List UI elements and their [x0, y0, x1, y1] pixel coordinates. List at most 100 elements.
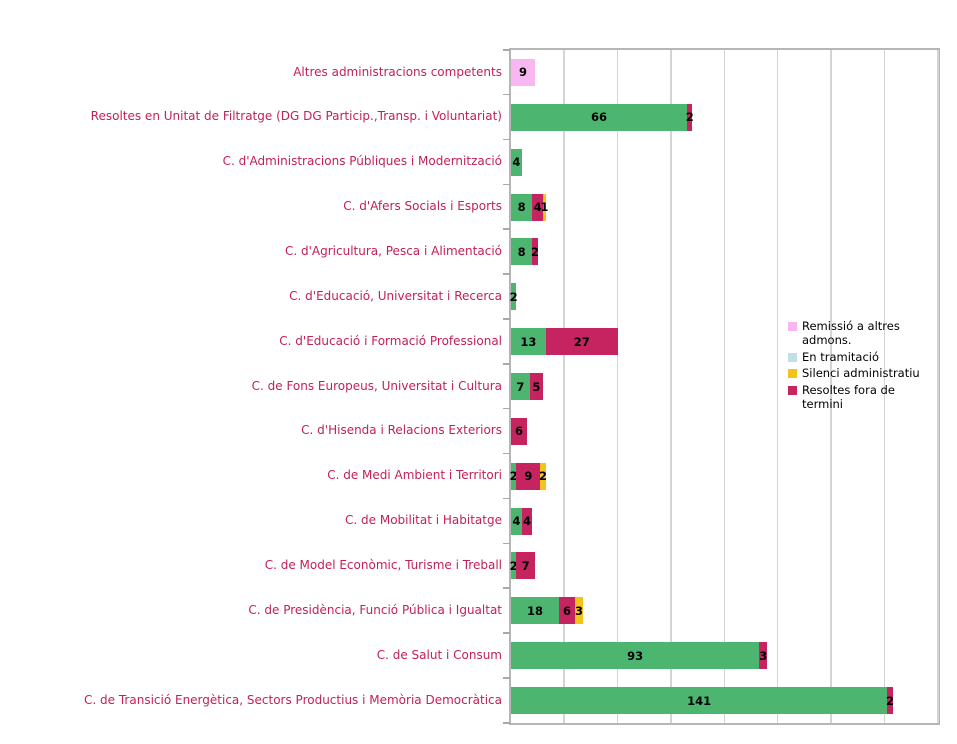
value-label: 3	[759, 648, 768, 663]
gridline	[883, 50, 886, 723]
value-label: 6	[514, 424, 523, 439]
value-label: 6	[563, 603, 572, 618]
category-label: C. d'Agricultura, Pesca i Alimentació	[284, 243, 502, 258]
legend-label: En tramitació	[802, 349, 880, 364]
bar-segment: 27	[545, 328, 618, 356]
legend: Remissió a altres admons. En tramitació Si…	[788, 319, 923, 413]
y-axis-tick	[503, 497, 510, 500]
bar-segment: 2	[509, 462, 518, 490]
bar-segment: 2	[531, 238, 540, 266]
value-label: 8	[517, 244, 526, 259]
gridline	[563, 50, 565, 723]
y-axis-tick	[503, 93, 510, 96]
category-label: C. de Fons Europeus, Universitat i Cultu…	[251, 378, 502, 393]
bar-segment: 6	[511, 417, 527, 445]
bar-segment: 2	[509, 283, 518, 311]
legend-swatch-icon	[788, 322, 797, 331]
bar-segment: 8	[511, 238, 533, 266]
bar-segment: 4	[532, 193, 544, 221]
value-label: 8	[517, 200, 526, 215]
category-label: C. de Mobilitat i Habitatge	[345, 513, 502, 528]
value-label: 2	[531, 244, 540, 259]
y-axis-tick	[503, 677, 510, 679]
bar-segment: 141	[511, 687, 888, 715]
legend-swatch-icon	[788, 352, 797, 362]
legend-label: Silenci administratiu	[802, 366, 920, 381]
gridline	[723, 50, 725, 723]
value-label: 3	[575, 603, 584, 618]
gridline	[616, 50, 619, 723]
legend-item: En tramitació	[788, 350, 923, 364]
legend-label: Remissió a altres admons.	[802, 319, 900, 348]
bar-segment: 4	[521, 507, 533, 535]
y-axis-tick	[503, 722, 510, 724]
y-axis-tick	[503, 407, 510, 410]
category-label: C. d'Educació, Universitat i Recerca	[289, 288, 502, 303]
value-label: 9	[524, 469, 533, 484]
value-label: 4	[512, 514, 521, 529]
value-label: 5	[532, 379, 541, 394]
category-label: C. de Medi Ambient i Territori	[327, 468, 502, 483]
category-label: C. de Presidència, Funció Pública i Igua…	[248, 602, 502, 617]
value-label: 18	[527, 603, 544, 618]
gridline	[776, 50, 779, 723]
plot-area: 9 66 2 4 8 4 1 8 2 2 13 27 7 5 6 2 9 2 4 4 2 7 18 6 3 93 3 141 2	[509, 48, 940, 725]
bar-segment: 9	[511, 58, 536, 86]
bar-segment: 1	[540, 193, 549, 221]
y-axis-tick	[503, 49, 510, 51]
bar-segment: 2	[885, 687, 894, 715]
value-label: 2	[885, 693, 894, 708]
legend-swatch-icon	[788, 385, 797, 395]
legend-item: Resoltes fora de termini	[788, 383, 923, 412]
bar-segment: 18	[511, 597, 560, 625]
y-axis-tick	[503, 452, 510, 455]
value-label: 66	[591, 110, 608, 125]
y-axis-tick	[503, 632, 510, 634]
legend-item: Silenci administratiu	[788, 366, 923, 380]
value-label: 2	[509, 469, 518, 484]
value-label: 93	[627, 648, 644, 663]
value-label: 2	[539, 469, 548, 484]
value-label: 27	[573, 334, 590, 349]
y-axis-tick	[503, 228, 510, 230]
y-axis-tick	[503, 587, 510, 589]
legend-swatch-icon	[788, 369, 797, 379]
value-label: 2	[685, 110, 694, 125]
bar-segment: 7	[516, 552, 535, 580]
bar-segment: 3	[575, 597, 584, 625]
gridline	[830, 50, 832, 723]
y-axis-tick	[503, 542, 510, 545]
legend-label: Resoltes fora de termini	[802, 382, 895, 411]
value-label: 1	[540, 200, 549, 215]
legend-item: Remissió a altres admons.	[788, 319, 923, 348]
value-label: 141	[687, 693, 712, 708]
bar-segment: 4	[511, 148, 522, 176]
bar-segment: 13	[511, 328, 546, 356]
value-label: 2	[509, 289, 518, 304]
category-label: C. d'Administracions Públiques i Moderni…	[222, 154, 502, 169]
category-label: Resoltes en Unitat de Filtratge (DG DG P…	[90, 109, 502, 124]
value-label: 9	[519, 65, 528, 80]
y-axis-tick	[503, 273, 510, 275]
value-label: 2	[509, 558, 518, 573]
bar-segment: 66	[511, 103, 688, 131]
category-axis-labels: Altres administracions competents Resolte…	[0, 50, 506, 723]
category-label: C. de Transició Energètica, Sectors Prod…	[84, 692, 502, 707]
gridline	[937, 50, 939, 723]
bar-segment: 2	[509, 552, 518, 580]
value-label: 7	[516, 379, 525, 394]
value-label: 4	[523, 514, 532, 529]
bar-segment: 4	[511, 507, 522, 535]
value-label: 4	[533, 200, 542, 215]
bar-segment: 2	[539, 462, 548, 490]
category-label: Altres administracions competents	[293, 64, 502, 79]
category-label: C. de Salut i Consum	[376, 647, 502, 662]
y-axis-tick	[503, 183, 510, 186]
bar-segment: 93	[511, 642, 760, 670]
category-label: C. d'Afers Socials i Esports	[343, 199, 502, 214]
value-label: 13	[520, 334, 537, 349]
bar-segment: 7	[511, 373, 530, 400]
y-axis-tick	[503, 363, 510, 365]
bar-segment: 3	[759, 642, 768, 670]
